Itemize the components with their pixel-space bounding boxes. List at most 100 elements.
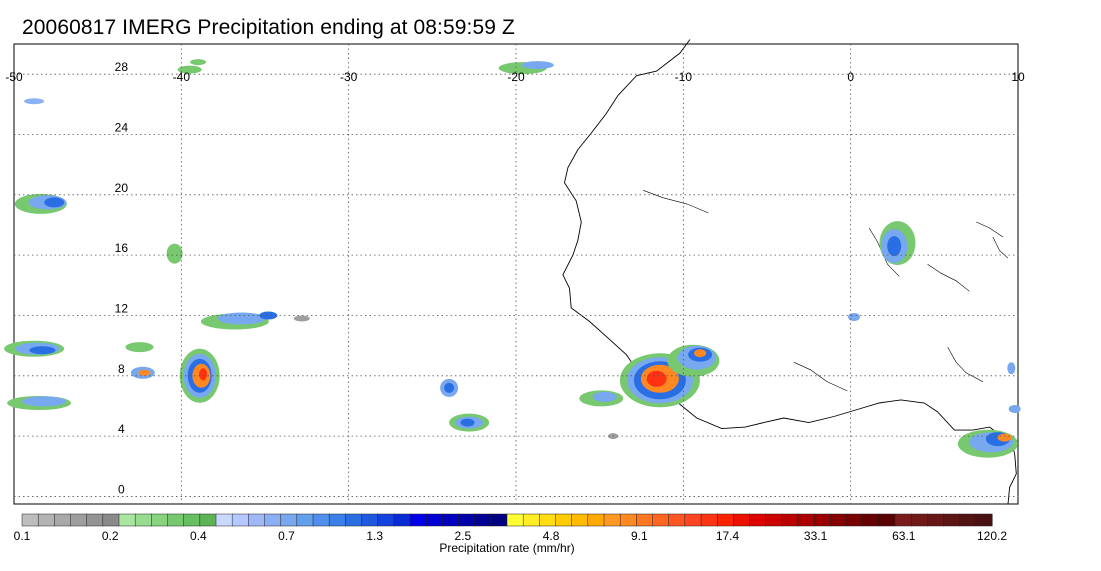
colorbar-swatch (296, 513, 314, 527)
precipitation-field (4, 59, 1021, 458)
rain-cell (293, 315, 310, 322)
colorbar-swatch (797, 513, 815, 527)
colorbar-swatch (813, 513, 831, 527)
colorbar-swatch (555, 513, 573, 527)
colorbar-swatch (328, 513, 346, 527)
lon-tick-label: -20 (507, 70, 525, 84)
colorbar-tick-label: 0.7 (278, 529, 295, 543)
colorbar-tick-label: 120.2 (977, 529, 1007, 543)
colorbar-tick-label: 9.1 (631, 529, 648, 543)
colorbar-swatch (490, 513, 508, 527)
colorbar-swatch (70, 513, 88, 527)
colorbar-swatch (54, 513, 72, 527)
lon-tick-label: 0 (847, 70, 854, 84)
lat-tick-label: 24 (115, 120, 129, 134)
rain-cell (444, 382, 455, 393)
rain-cell (138, 369, 151, 376)
rain-cell (166, 243, 183, 264)
colorbar-swatch (878, 513, 896, 527)
colorbar-swatch (781, 513, 799, 527)
colorbar-swatch (603, 513, 621, 527)
lon-tick-label: -50 (5, 70, 23, 84)
colorbar-swatch (425, 513, 443, 527)
colorbar-swatch (846, 513, 864, 527)
colorbar-swatch (749, 513, 767, 527)
lat-tick-label: 4 (118, 422, 125, 436)
colorbar: 0.1 0.2 0.4 0.7 1.3 2.5 4.8 9.1 17.4 33.1 63.1 120.… (14, 513, 1007, 555)
colorbar-swatch (830, 513, 848, 527)
colorbar-swatch (668, 513, 686, 527)
colorbar-swatch (312, 513, 330, 527)
lon-tick-label: -40 (173, 70, 191, 84)
rain-cell (887, 236, 902, 257)
colorbar-tick-label: 1.3 (366, 529, 383, 543)
river-line (643, 190, 709, 214)
rain-cell (217, 312, 266, 325)
colorbar-tick-label: 33.1 (804, 529, 828, 543)
rain-cell (997, 433, 1012, 442)
lat-tick-label: 0 (118, 482, 125, 496)
colorbar-swatch (636, 513, 654, 527)
colorbar-swatch (943, 513, 961, 527)
lat-tick-label: 20 (115, 181, 129, 195)
colorbar-swatch (393, 513, 411, 527)
rain-cell (177, 65, 202, 74)
colorbar-swatch (86, 513, 104, 527)
colorbar-swatch (619, 513, 637, 527)
colorbar-swatch (118, 513, 136, 527)
colorbar-swatch (571, 513, 589, 527)
colorbar-swatch (151, 513, 169, 527)
colorbar-swatch (684, 513, 702, 527)
lon-tick-label: -10 (675, 70, 693, 84)
colorbar-swatch (215, 513, 233, 527)
colorbar-swatch (733, 513, 751, 527)
rain-cell (24, 98, 45, 105)
colorbar-swatch (652, 513, 670, 527)
colorbar-swatch (474, 513, 492, 527)
map-title: 20060817 IMERG Precipitation ending at 0… (22, 16, 515, 39)
colorbar-swatch (102, 513, 120, 527)
rain-cell (1008, 405, 1021, 413)
river-line (927, 263, 970, 292)
colorbar-tick-label: 2.5 (455, 529, 472, 543)
rain-cell (44, 197, 65, 208)
colorbar-swatch (716, 513, 734, 527)
rain-cell (125, 342, 154, 353)
colorbar-swatch (199, 513, 217, 527)
colorbar-label: Precipitation rate (mm/hr) (439, 541, 574, 555)
axis-labels: -50 -40 -30 -20 -10 0 10 28 24 20 16 12 8 4 0 (5, 60, 1025, 496)
lat-tick-label: 28 (115, 60, 129, 74)
colorbar-swatch (183, 513, 201, 527)
rain-cell (646, 370, 667, 387)
colorbar-swatch (409, 513, 427, 527)
rain-cell (1007, 362, 1016, 375)
river-line (992, 236, 1009, 259)
colorbar-tick-label: 0.2 (102, 529, 119, 543)
colorbar-tick-label: 0.4 (190, 529, 207, 543)
graticule (14, 44, 1018, 504)
colorbar-swatch (167, 513, 185, 527)
rain-cell (29, 346, 56, 355)
colorbar-swatch (910, 513, 928, 527)
rain-cell (259, 311, 278, 320)
colorbar-swatch (442, 513, 460, 527)
rain-cell (694, 349, 707, 358)
rain-cell (521, 61, 554, 70)
lat-tick-label: 12 (115, 301, 129, 315)
colorbar-swatch (506, 513, 524, 527)
lon-tick-label: 10 (1011, 70, 1025, 84)
colorbar-swatch (522, 513, 540, 527)
colorbar-tick-label: 4.8 (543, 529, 560, 543)
rain-cell (22, 396, 67, 407)
colorbar-swatch (280, 513, 298, 527)
lon-tick-label: -30 (340, 70, 358, 84)
rain-cell (848, 313, 860, 321)
rain-cell (592, 391, 617, 402)
colorbar-tick-label: 0.1 (14, 529, 31, 543)
colorbar-swatch (765, 513, 783, 527)
colorbar-swatch (959, 513, 977, 527)
rain-cell (199, 368, 208, 381)
rain-cell (460, 418, 475, 427)
colorbar-swatch (361, 513, 379, 527)
